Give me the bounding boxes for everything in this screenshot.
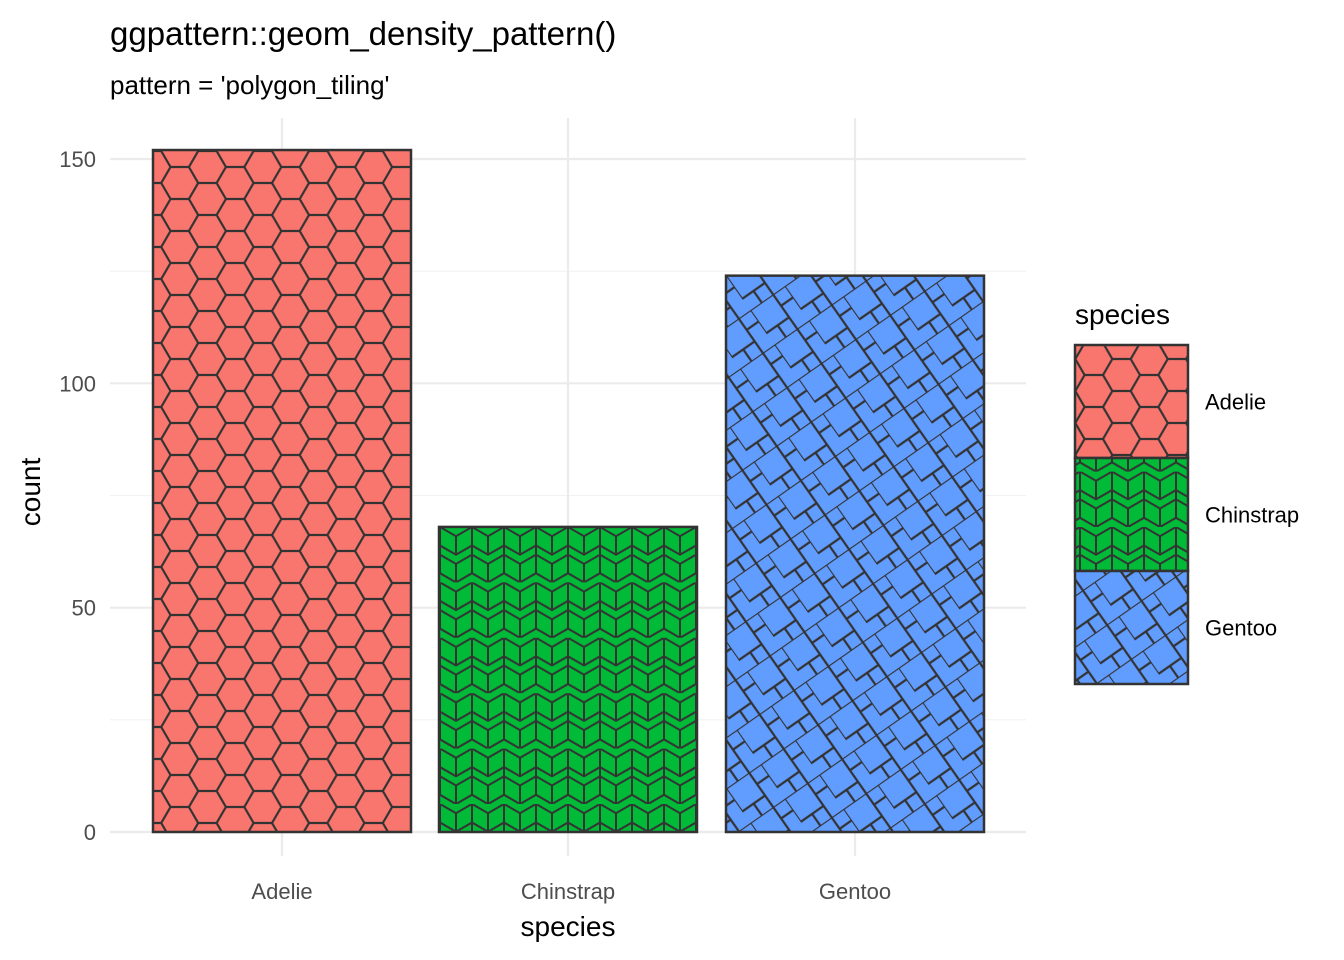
y-tick-label: 100 [59, 371, 96, 396]
legend-label: Adelie [1205, 390, 1266, 415]
bars [151, 148, 986, 834]
x-axis-title: species [521, 911, 616, 942]
legend-label: Gentoo [1205, 616, 1277, 641]
y-axis-title: count [15, 458, 46, 527]
legend-key-chinstrap [1073, 456, 1190, 573]
legend-key-gentoo [1073, 569, 1190, 686]
x-tick-label: Gentoo [819, 879, 891, 904]
x-axis-ticks: Adelie Chinstrap Gentoo [251, 879, 891, 904]
x-tick-label: Adelie [251, 879, 312, 904]
chart-subtitle: pattern = 'polygon_tiling' [110, 70, 390, 100]
legend-title: species [1075, 299, 1170, 330]
legend-label: Chinstrap [1205, 503, 1299, 528]
bar-chinstrap [437, 525, 699, 834]
legend: species Adelie Chinstrap Gentoo [1073, 299, 1299, 686]
y-tick-label: 50 [72, 596, 96, 621]
x-tick-label: Chinstrap [521, 879, 615, 904]
bar-adelie [151, 148, 413, 834]
y-tick-label: 0 [84, 820, 96, 845]
bar-gentoo [724, 274, 986, 834]
legend-key-adelie [1073, 343, 1190, 460]
y-axis-ticks: 0 50 100 150 [59, 147, 96, 845]
chart-title: ggpattern::geom_density_pattern() [110, 15, 616, 52]
y-tick-label: 150 [59, 147, 96, 172]
